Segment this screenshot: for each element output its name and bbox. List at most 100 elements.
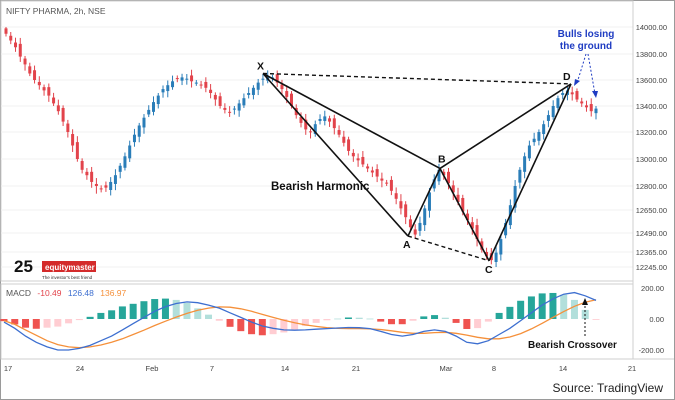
- candle-body: [185, 78, 189, 80]
- macd-hist-bar: [258, 319, 266, 336]
- candle-body: [342, 136, 346, 143]
- macd-legend-v1: -10.49: [37, 288, 61, 298]
- candle-body: [85, 171, 89, 176]
- macd-axis: 200.00 0.00 -200.00: [639, 284, 664, 355]
- candle-body: [71, 134, 75, 146]
- candle-body: [232, 108, 236, 110]
- macd-hist-bar: [420, 316, 428, 319]
- macd-legend: MACD -10.49 126.48 136.97: [6, 288, 127, 298]
- source-label: Source: TradingView: [552, 381, 663, 395]
- macd-tick-label: 200.00: [641, 284, 664, 293]
- harmonic-point-a: A: [403, 239, 411, 251]
- candle-body: [404, 204, 408, 218]
- candle-body: [251, 87, 255, 95]
- candle-body: [570, 92, 574, 95]
- candle-body: [466, 213, 470, 221]
- candle-body: [147, 109, 151, 115]
- candle-body: [589, 104, 593, 112]
- candle-body: [575, 91, 579, 100]
- logo-tagline: The investor's best friend: [42, 275, 93, 280]
- candle-body: [223, 107, 227, 110]
- candle-body: [190, 75, 194, 82]
- macd-hist-bar: [269, 319, 277, 335]
- price-tick-label: 12490.00: [636, 229, 667, 238]
- candle-body: [309, 131, 313, 133]
- macd-hist-bar: [570, 299, 578, 319]
- pattern-label: Bearish Harmonic: [271, 181, 370, 193]
- candle-body: [518, 169, 522, 183]
- candle-body: [80, 161, 84, 170]
- candle-body: [299, 117, 303, 123]
- candle-body: [61, 107, 65, 122]
- macd-hist-bar: [506, 306, 514, 319]
- macd-hist-bar: [312, 319, 320, 323]
- candle-body: [152, 102, 155, 112]
- bulls-arrowhead-1: [574, 79, 580, 86]
- macd-hist-bar: [280, 319, 288, 333]
- time-tick-label: Feb: [146, 364, 159, 373]
- macd-hist-bar: [355, 317, 363, 319]
- harmonic-leg-bd: [439, 83, 572, 170]
- macd-hist-bar: [463, 319, 471, 329]
- macd-hist-bar: [431, 315, 439, 319]
- macd-hist-bar: [301, 319, 309, 326]
- candle-body: [451, 185, 455, 193]
- harmonic-leg-xb: [262, 72, 441, 170]
- harmonic-leg-xa: [262, 72, 409, 237]
- candle-body: [204, 81, 208, 88]
- price-tick-label: 12245.00: [636, 263, 667, 272]
- candle-body: [142, 117, 146, 128]
- candle-body: [52, 97, 56, 104]
- candle-body: [323, 116, 327, 121]
- candle-body: [261, 78, 265, 80]
- harmonic-dash-ac: [407, 235, 490, 262]
- price-tick-label: 13200.00: [636, 128, 667, 137]
- macd-hist-bar: [129, 303, 137, 319]
- candle-body: [351, 152, 355, 157]
- candle-body: [33, 70, 37, 80]
- macd-hist-bar: [215, 319, 223, 321]
- macd-hist-bar: [172, 299, 180, 319]
- price-pane: X A B C D: [0, 0, 634, 282]
- macd-signal-line: [3, 299, 597, 349]
- macd-hist-bar: [334, 318, 342, 320]
- candle-body: [413, 229, 417, 235]
- macd-hist-bar: [560, 294, 568, 319]
- macd-hist-bar: [65, 319, 73, 324]
- candle-body: [380, 178, 384, 181]
- macd-hist-bar: [441, 317, 449, 319]
- harmonic-leg-bc: [439, 168, 490, 262]
- macd-line: [3, 291, 597, 351]
- candle-body: [532, 138, 536, 143]
- candle-body: [347, 139, 351, 151]
- candle-body: [580, 101, 584, 104]
- macd-hist-bar: [366, 318, 374, 320]
- time-tick-label: 14: [281, 364, 289, 373]
- candle-body: [4, 28, 8, 34]
- candle-body: [527, 145, 531, 159]
- candle-body: [399, 201, 403, 209]
- candle-body: [356, 158, 360, 161]
- candle-body: [18, 43, 22, 57]
- crossover-arrowhead: [582, 298, 588, 305]
- candle-body: [456, 194, 460, 202]
- candle-body: [318, 119, 322, 121]
- time-tick-label: Mar: [440, 364, 453, 373]
- candle-body: [123, 156, 127, 168]
- crossover-label: Bearish Crossover: [528, 340, 617, 351]
- macd-hist-bar: [194, 308, 202, 319]
- candle-body: [56, 105, 60, 112]
- price-tick-label: 12650.00: [636, 206, 667, 215]
- candle-body: [180, 77, 184, 81]
- candle-body: [561, 93, 565, 95]
- candle-body: [289, 93, 293, 106]
- macd-hist-bar: [43, 319, 51, 328]
- price-axis: 14000.00 13800.00 13600.00 13400.00 13200.00…: [636, 23, 667, 272]
- price-tick-label: 13000.00: [636, 155, 667, 164]
- candle-body: [432, 179, 436, 189]
- candle-body: [361, 156, 365, 165]
- candle-body: [537, 132, 541, 141]
- macd-hist-bar: [377, 319, 385, 322]
